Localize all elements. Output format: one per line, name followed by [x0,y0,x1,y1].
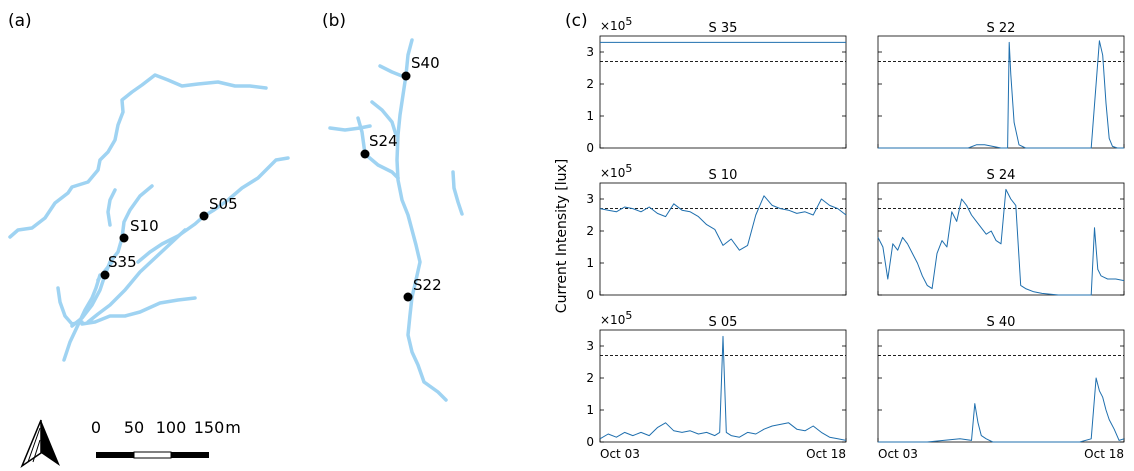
river-a-branch-s10 [70,184,154,328]
panel-label-b: (b) [322,11,346,31]
scale-tick-100: 100 [156,418,187,437]
y-tick-label: 0 [586,141,594,155]
subplot-s05: S 05 0 1 2 3 ×105 Oct 03 Oct 18 [586,309,847,461]
series-line-s24 [877,188,1125,296]
subplot-title: S 10 [709,168,738,183]
scale-bar: 0 50 100 150 m [91,418,241,459]
scale-tick-50: 50 [124,418,144,437]
x-tick-label: Oct 18 [806,447,846,461]
station-label-s35: S35 [108,253,137,271]
subplot-title: S 22 [987,21,1016,36]
river-b-west-branch [328,124,372,132]
station-label-s10: S10 [130,217,159,235]
subplot-s24: S 24 [877,168,1125,296]
y-tick-label: 0 [586,288,594,302]
scale-seg-1 [96,452,134,458]
y-tick-label: 1 [586,403,594,417]
station-label-s05: S05 [209,195,238,213]
axes-box [599,182,847,296]
y-tick-label: 2 [586,224,594,238]
map-b-stations: S40 S24 S22 [360,54,442,302]
axes-box [877,35,1125,149]
station-label-s24: S24 [369,132,398,150]
subplot-s10: S 10 0 1 2 3 ×105 [586,162,847,302]
scale-seg-2 [133,451,172,459]
scale-tick-0: 0 [91,418,101,437]
subplot-title: S 40 [987,315,1016,330]
scale-unit: m [225,418,241,437]
map-a [8,73,290,362]
panel-label-a: (a) [8,11,32,31]
y-exponent: 5 [625,309,632,322]
river-a-branch-4 [56,286,84,326]
y-tick-label: 2 [586,371,594,385]
axes-box [599,329,847,443]
station-dot-s05 [199,211,209,221]
subplot-s40: S 40 Oct 03 Oct 18 [877,315,1125,461]
y-multiplier: ×105 [600,162,632,180]
station-dot-s10 [119,233,129,243]
axes-box [599,35,847,149]
axes-box [877,329,1125,443]
subplot-title: S 05 [709,315,738,330]
series-line-s22 [878,40,1124,149]
scale-tick-150: 150 [194,418,225,437]
river-a-branch-3 [106,188,117,227]
panel-label-c: (c) [565,11,588,31]
y-multiplier: ×105 [600,15,632,33]
y-tick-label: 3 [586,45,594,59]
subplot-s35: S 35 0 1 2 3 ×105 [586,15,847,155]
map-a-stations: S10 S35 S05 [100,195,238,280]
river-b-main [395,38,448,402]
station-dot-s35 [100,270,110,280]
subplot-title: S 24 [987,168,1016,183]
y-tick-label: 0 [586,435,594,449]
river-a-branch-s35 [62,273,102,362]
scale-seg-3 [171,452,209,458]
river-a-branch-s05 [136,156,290,264]
river-a-main-north [8,73,268,239]
north-arrow-icon [20,419,60,469]
series-line-s05 [599,335,847,441]
subplot-title: S 35 [709,21,738,36]
map-b [328,38,464,402]
station-dot-s24 [360,149,370,159]
station-dot-s22 [403,292,413,302]
series-line-s40 [878,377,1125,443]
axes-box [877,182,1125,296]
x-tick-label: Oct 03 [600,447,640,461]
river-b-s24-branch [356,116,400,180]
y-multiplier: ×105 [600,309,632,327]
subplot-s22: S 22 [877,21,1125,149]
station-label-s40: S40 [411,54,440,72]
river-a-branch-5 [80,296,197,326]
y-tick-label: 3 [586,192,594,206]
y-exponent: 5 [625,15,632,28]
chart-grid: S 35 0 1 2 3 ×105 S 22 S 10 0 1 2 3 ×105 S 24 S 05 0 1 2 3… [586,15,1125,461]
x-tick-label: Oct 18 [1084,447,1124,461]
river-a-branch-2 [86,228,187,324]
y-tick-label: 2 [586,77,594,91]
y-tick-label: 1 [586,256,594,270]
y-tick-label: 3 [586,339,594,353]
station-label-s22: S22 [413,276,442,294]
y-exponent: 5 [625,162,632,175]
x-tick-label: Oct 03 [878,447,918,461]
y-axis-label: Current Intensity [lux] [554,159,570,313]
y-tick-label: 1 [586,109,594,123]
station-dot-s40 [401,71,411,81]
river-b-right-branch [451,170,464,216]
river-b-north-left [370,100,398,137]
series-line-s10 [599,195,847,251]
